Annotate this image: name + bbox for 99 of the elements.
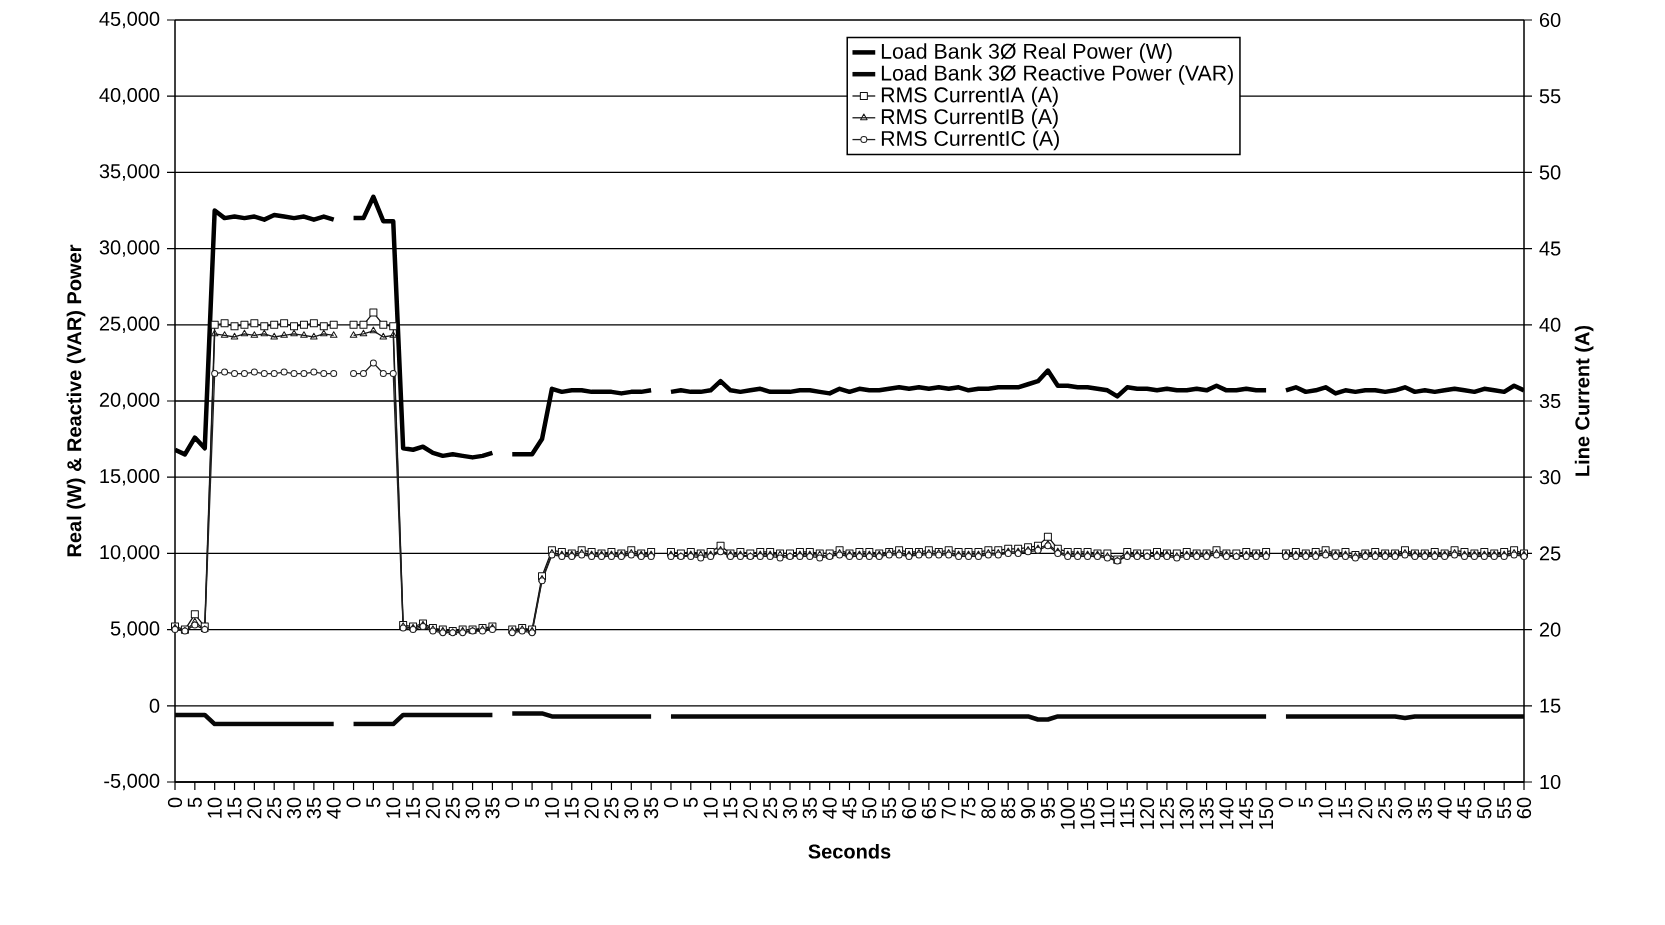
y-tick-label: 35,000 <box>99 164 160 181</box>
x-tick-label: 25 <box>763 797 778 819</box>
x-tick-label: 25 <box>445 797 460 819</box>
x-tick-label: 60 <box>901 797 917 819</box>
x-tick-label: 95 <box>1040 797 1055 819</box>
x-tick-label: 35 <box>644 797 659 819</box>
y2-tick-label: 35 <box>1539 393 1561 409</box>
x-tick-label: 115 <box>1120 797 1135 828</box>
x-tick-label: 90 <box>1020 797 1036 819</box>
x-tick-label: 10 <box>1318 797 1333 818</box>
x-tick-label: 15 <box>227 797 242 818</box>
y-tick-label: 5,000 <box>110 621 160 638</box>
y2-tick-label: 55 <box>1539 89 1561 104</box>
x-tick-label: 20 <box>743 797 758 819</box>
x-tick-label: 75 <box>961 797 976 819</box>
y-tick-label: 30,000 <box>99 240 160 257</box>
legend-label: Load Bank 3Ø Reactive Power (VAR) <box>881 64 1233 85</box>
x-tick-label: 45 <box>842 797 857 819</box>
x-tick-label: 30 <box>1397 797 1413 819</box>
y2-tick-label: 10 <box>1540 774 1561 790</box>
y2-tick-label: 15 <box>1540 698 1561 713</box>
y-tick-label: 20,000 <box>99 392 160 410</box>
x-tick-label: 5 <box>683 797 698 808</box>
x-tick-label: 35 <box>802 797 817 819</box>
x-tick-label: 0 <box>663 797 679 808</box>
y2-tick-label: 50 <box>1539 165 1561 180</box>
x-tick-label: 135 <box>1199 797 1214 829</box>
x-tick-label: 105 <box>1080 797 1095 829</box>
x-tick-label: 40 <box>326 797 341 819</box>
x-tick-label: 5 <box>1298 797 1313 808</box>
x-tick-label: 5 <box>187 797 202 808</box>
x-tick-label: 125 <box>1159 797 1174 829</box>
y-axis-title: Real (W) & Reactive (VAR) Power <box>66 244 86 557</box>
y2-tick-label: 30 <box>1539 470 1561 485</box>
x-tick-label: 30 <box>624 797 639 819</box>
legend-label: RMS CurrentIC (A) <box>881 130 1059 151</box>
x-tick-label: 40 <box>822 797 837 819</box>
x-tick-label: 25 <box>604 797 619 819</box>
x-tick-label: 130 <box>1179 797 1194 829</box>
x-tick-label: 50 <box>862 797 877 819</box>
x-tick-label: 30 <box>782 797 798 819</box>
legend-label: RMS CurrentIB (A) <box>881 108 1058 129</box>
x-tick-label: 120 <box>1140 797 1155 829</box>
y-tick-label: 10,000 <box>100 545 160 562</box>
x-tick-label: 10 <box>703 797 718 818</box>
y-tick-label: 25,000 <box>99 316 160 334</box>
x-tick-label: 20 <box>584 797 599 819</box>
x-tick-label: 0 <box>167 797 183 808</box>
x-tick-label: 10 <box>386 797 401 818</box>
x-tick-label: 20 <box>1358 797 1373 819</box>
x-tick-label: 80 <box>981 797 996 819</box>
x-tick-label: 25 <box>1378 797 1393 819</box>
x-tick-label: 20 <box>425 797 440 819</box>
x-tick-label: 70 <box>941 797 956 819</box>
y2-tick-label: 40 <box>1539 317 1561 332</box>
y-tick-label: 40,000 <box>99 87 160 105</box>
x-tick-label: 35 <box>485 797 500 819</box>
x-tick-label: 30 <box>465 797 480 819</box>
y-tick-label: 45,000 <box>99 11 160 29</box>
x-tick-label: 30 <box>286 797 302 819</box>
x-axis-title: Seconds <box>808 843 891 859</box>
x-tick-label: 5 <box>366 797 381 808</box>
x-tick-label: 0 <box>1278 797 1294 808</box>
x-tick-label: 110 <box>1100 797 1115 828</box>
x-tick-label: 65 <box>921 797 936 819</box>
x-tick-label: 0 <box>346 797 361 808</box>
y2-tick-label: 20 <box>1539 622 1561 637</box>
x-tick-label: 85 <box>1001 797 1016 819</box>
x-tick-label: 45 <box>1457 797 1472 819</box>
y2-tick-label: 45 <box>1539 241 1561 256</box>
x-tick-label: 25 <box>267 797 282 819</box>
x-tick-label: 50 <box>1477 797 1492 819</box>
x-tick-label: 5 <box>525 797 540 808</box>
x-tick-label: 55 <box>882 797 897 819</box>
x-tick-label: 15 <box>564 797 579 818</box>
legend-label: RMS CurrentIA (A) <box>881 86 1058 107</box>
x-tick-label: 150 <box>1259 797 1274 829</box>
x-tick-label: 100 <box>1060 797 1075 829</box>
y2-tick-label: 60 <box>1539 12 1561 28</box>
y-tick-label: 15,000 <box>100 468 160 486</box>
x-tick-label: 40 <box>1437 797 1452 819</box>
x-tick-label: 140 <box>1219 797 1234 829</box>
x-tick-label: 15 <box>1338 797 1353 818</box>
x-tick-label: 10 <box>544 797 560 818</box>
legend-label: Load Bank 3Ø Real Power (W) <box>881 43 1172 64</box>
x-tick-label: 35 <box>1417 797 1432 819</box>
x-tick-label: 145 <box>1239 797 1254 829</box>
x-tick-label: 60 <box>1516 797 1532 819</box>
x-tick-label: 10 <box>207 797 222 818</box>
y-tick-label: 0 <box>149 698 160 713</box>
y-tick-label: -5,000 <box>104 773 160 791</box>
x-tick-label: 0 <box>505 797 520 808</box>
x-tick-label: 15 <box>723 797 738 818</box>
x-tick-label: 35 <box>306 797 321 819</box>
x-tick-label: 20 <box>247 797 262 819</box>
x-tick-label: 55 <box>1497 797 1512 819</box>
y2-tick-label: 25 <box>1539 546 1561 561</box>
x-tick-label: 15 <box>406 797 421 818</box>
y2-axis-title: Line Current (A) <box>1574 325 1594 476</box>
